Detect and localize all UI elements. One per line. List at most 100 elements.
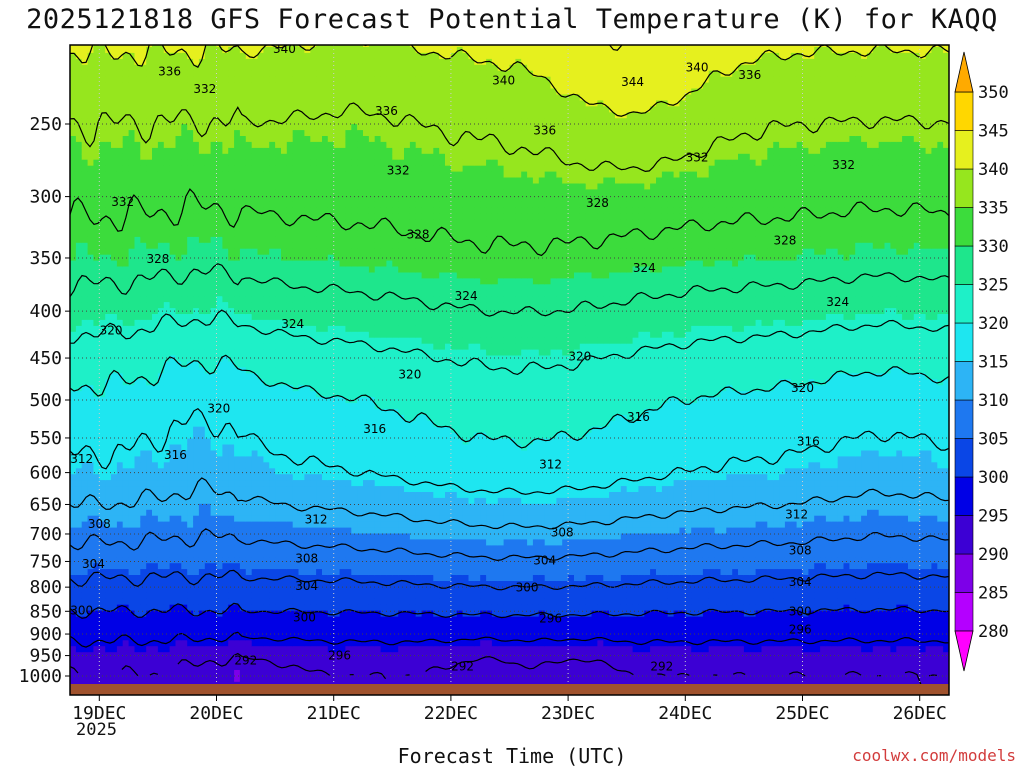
field-cell xyxy=(105,598,112,606)
field-cell xyxy=(316,230,323,238)
field-cell xyxy=(210,153,218,161)
field-cell xyxy=(245,94,253,101)
field-cell xyxy=(286,319,294,327)
field-cell xyxy=(239,551,247,558)
field-cell xyxy=(116,533,124,540)
field-cell xyxy=(286,153,294,161)
field-cell xyxy=(245,337,253,345)
field-cell xyxy=(275,545,282,552)
field-cell xyxy=(157,153,165,161)
field-cell xyxy=(175,100,182,107)
field-cell xyxy=(198,373,206,380)
field-cell xyxy=(105,225,112,232)
field-cell xyxy=(181,664,188,671)
field-cell xyxy=(275,646,282,653)
field-cell xyxy=(304,480,311,487)
field-cell xyxy=(152,432,159,440)
field-cell xyxy=(169,112,177,119)
field-cell xyxy=(292,397,300,404)
field-cell xyxy=(187,325,194,333)
field-cell xyxy=(316,444,323,451)
field-cell xyxy=(234,35,241,42)
field-cell xyxy=(275,296,282,303)
field-cell xyxy=(275,130,282,137)
field-cell xyxy=(269,408,276,416)
field-cell xyxy=(210,45,218,48)
field-cell xyxy=(216,592,223,600)
field-cell xyxy=(216,444,223,451)
field-cell xyxy=(169,319,177,327)
field-cell xyxy=(140,100,147,107)
field-cell xyxy=(181,260,188,268)
field-cell xyxy=(245,165,253,173)
field-cell xyxy=(257,486,264,493)
field-cell xyxy=(292,497,300,505)
field-cell xyxy=(275,592,282,600)
field-cell xyxy=(228,438,235,446)
field-cell xyxy=(75,527,83,535)
field-cell xyxy=(75,266,83,273)
field-cell xyxy=(257,45,264,48)
field-cell xyxy=(163,361,171,368)
field-cell xyxy=(234,165,241,173)
field-cell xyxy=(286,207,294,214)
field-cell xyxy=(187,118,194,125)
field-cell xyxy=(292,658,300,665)
field-cell xyxy=(211,35,218,42)
field-cell xyxy=(216,153,223,161)
field-cell xyxy=(163,254,171,262)
field-cell xyxy=(263,367,270,374)
field-cell xyxy=(228,450,235,457)
field-cell xyxy=(204,331,212,339)
field-cell xyxy=(81,165,89,173)
field-cell xyxy=(257,622,264,629)
field-cell xyxy=(175,70,182,78)
field-cell xyxy=(239,397,247,404)
field-cell xyxy=(140,337,147,345)
field-cell xyxy=(298,64,305,72)
field-cell xyxy=(152,367,159,374)
field-cell xyxy=(275,272,282,279)
field-cell xyxy=(204,136,212,143)
field-cell xyxy=(175,141,182,149)
field-cell xyxy=(70,533,77,540)
field-cell xyxy=(210,610,218,618)
field-cell xyxy=(286,337,294,345)
field-cell xyxy=(169,521,177,529)
field-cell xyxy=(163,527,171,535)
field-cell xyxy=(257,106,264,113)
field-cell xyxy=(193,515,200,523)
field-cell xyxy=(105,586,112,594)
field-cell xyxy=(128,622,136,629)
field-cell xyxy=(87,403,95,410)
field-cell xyxy=(140,183,147,190)
field-cell xyxy=(105,367,112,374)
field-cell xyxy=(322,314,329,321)
field-cell xyxy=(263,213,270,220)
field-cell xyxy=(310,302,317,309)
field-cell xyxy=(157,622,165,629)
field-cell xyxy=(99,444,106,451)
field-cell xyxy=(228,284,235,291)
field-cell xyxy=(257,652,264,659)
field-cell xyxy=(316,468,323,475)
field-cell xyxy=(181,183,188,190)
field-cell xyxy=(146,147,153,155)
field-cell xyxy=(316,670,323,677)
field-cell xyxy=(187,201,194,208)
field-cell xyxy=(234,664,241,671)
field-cell xyxy=(292,207,300,214)
field-cell xyxy=(204,521,212,529)
field-cell xyxy=(234,94,241,101)
field-cell xyxy=(269,130,276,137)
field-cell xyxy=(105,308,112,315)
field-cell xyxy=(198,355,206,362)
field-cell xyxy=(298,52,305,60)
field-cell xyxy=(216,207,223,214)
field-cell xyxy=(298,503,305,511)
field-cell xyxy=(193,361,200,368)
field-cell xyxy=(163,290,171,297)
field-cell xyxy=(269,628,276,635)
field-cell xyxy=(327,598,335,606)
field-cell xyxy=(257,242,264,250)
